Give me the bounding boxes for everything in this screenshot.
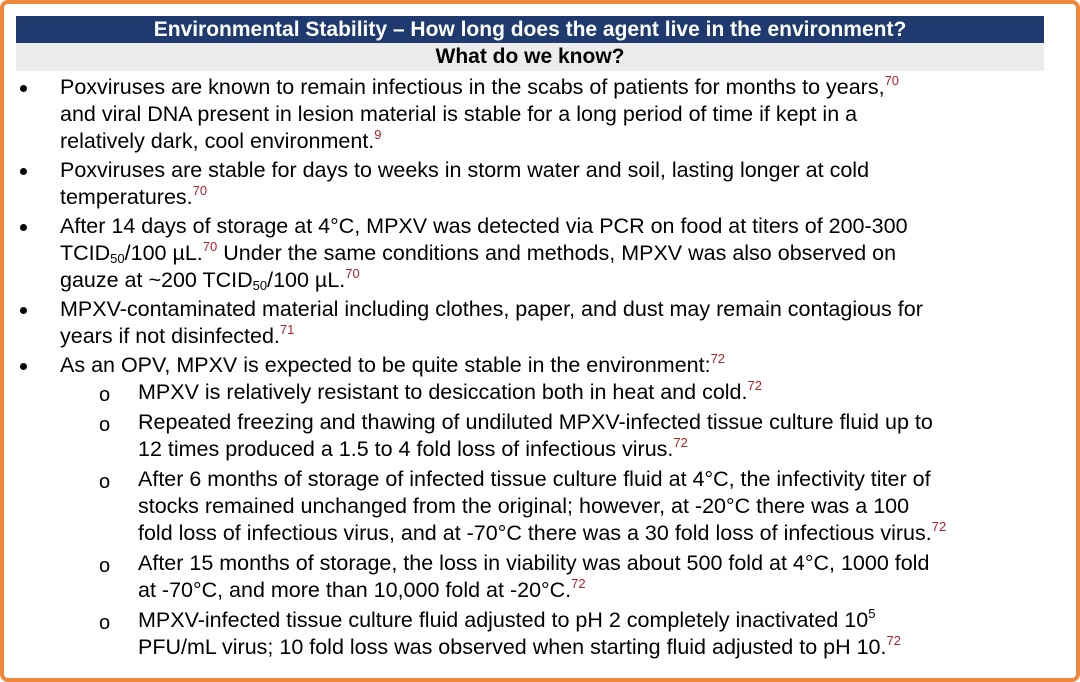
citation-ref: 72 — [571, 576, 586, 591]
citation-ref: 72 — [886, 633, 901, 648]
citation-ref: 9 — [374, 127, 382, 142]
section-title: Environmental Stability – How long does … — [16, 16, 1044, 43]
bullet-line: As an OPV, MPXV is expected to be quite … — [60, 351, 726, 377]
bullet-line: years if not disinfected.71 — [60, 322, 295, 348]
bullet-line: relatively dark, cool environment.9 — [60, 127, 382, 153]
bullet-line: fold loss of infectious virus, and at -7… — [138, 519, 947, 545]
bullet-line: Repeated freezing and thawing of undilut… — [138, 410, 933, 434]
bullet-line: After 14 days of storage at 4°C, MPXV wa… — [60, 214, 908, 238]
circle-bullet-icon: o — [99, 555, 111, 577]
bullet-line: After 15 months of storage, the loss in … — [138, 551, 930, 575]
citation-ref: 71 — [279, 322, 295, 337]
citation-ref: 70 — [202, 239, 218, 254]
citation-ref: 70 — [884, 73, 900, 88]
sub-bullet-item: o MPXV is relatively resistant to desicc… — [4, 379, 1064, 406]
bullet-dot-icon — [20, 363, 27, 370]
circle-bullet-icon: o — [99, 414, 111, 436]
bullet-item: As an OPV, MPXV is expected to be quite … — [4, 352, 1064, 379]
bullet-list: Poxviruses are known to remain infectiou… — [4, 74, 1064, 661]
citation-ref: 70 — [192, 183, 208, 198]
bullet-item: MPXV-contaminated material including clo… — [4, 296, 1064, 350]
citation-ref: 70 — [345, 266, 360, 281]
bullet-line: and viral DNA present in lesion material… — [60, 102, 858, 126]
bullet-line: Poxviruses are stable for days to weeks … — [60, 158, 870, 182]
bullet-dot-icon — [20, 307, 27, 314]
bullet-line: at -70°C, and more than 10,000 fold at -… — [138, 576, 586, 602]
sub-bullet-item: o Repeated freezing and thawing of undil… — [4, 409, 1064, 463]
bullet-dot-icon — [20, 224, 27, 231]
sub-bullet-item: o MPXV-infected tissue culture fluid adj… — [4, 607, 1064, 661]
subscript: 50 — [110, 251, 125, 266]
bullet-line: MPXV-contaminated material including clo… — [60, 297, 923, 321]
bullet-line: After 6 months of storage of infected ti… — [138, 467, 931, 491]
bullet-item: Poxviruses are stable for days to weeks … — [4, 157, 1064, 211]
bullet-line: TCID50/100 µL.70 Under the same conditio… — [60, 239, 897, 266]
exponent: 5 — [868, 606, 876, 621]
bullet-line: 12 times produced a 1.5 to 4 fold loss o… — [138, 435, 688, 461]
bullet-line: MPXV-infected tissue culture fluid adjus… — [138, 606, 876, 632]
bullet-dot-icon — [20, 168, 27, 175]
citation-ref: 72 — [747, 378, 762, 393]
circle-bullet-icon: o — [99, 384, 111, 406]
bullet-line: MPXV is relatively resistant to desiccat… — [138, 378, 762, 404]
section-subtitle: What do we know? — [16, 43, 1044, 71]
circle-bullet-icon: o — [99, 612, 111, 634]
bullet-line: stocks remained unchanged from the origi… — [138, 494, 910, 518]
bullet-item: Poxviruses are known to remain infectiou… — [4, 74, 1064, 155]
bullet-line: Poxviruses are known to remain infectiou… — [60, 73, 900, 99]
bullet-line: PFU/mL virus; 10 fold loss was observed … — [138, 633, 901, 659]
sub-bullet-item: o After 15 months of storage, the loss i… — [4, 550, 1064, 604]
citation-ref: 72 — [673, 435, 688, 450]
sub-bullet-item: o After 6 months of storage of infected … — [4, 466, 1064, 547]
bullet-item: After 14 days of storage at 4°C, MPXV wa… — [4, 213, 1064, 294]
citation-ref: 72 — [931, 519, 947, 534]
circle-bullet-icon: o — [99, 471, 111, 493]
bullet-line: temperatures.70 — [60, 183, 208, 209]
citation-ref: 72 — [710, 351, 726, 366]
bullet-line: gauze at ~200 TCID50/100 µL.70 — [60, 266, 360, 293]
bullet-dot-icon — [20, 85, 27, 92]
subscript: 50 — [252, 278, 268, 293]
